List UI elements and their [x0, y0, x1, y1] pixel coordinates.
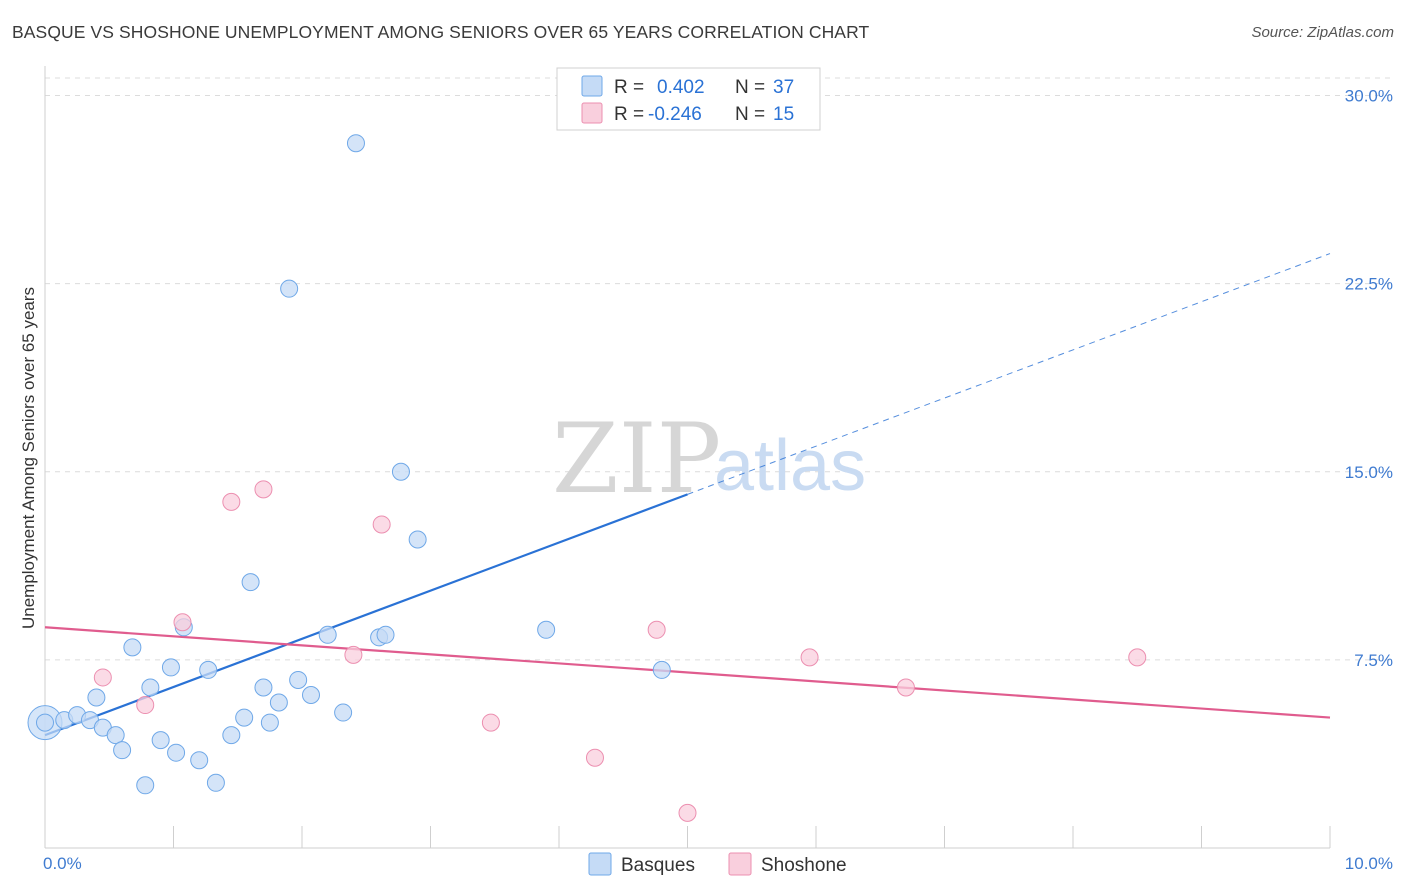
point-basques-15 [190, 751, 209, 770]
point-shoshone-5 [344, 645, 363, 664]
point-shoshone-3 [222, 492, 241, 511]
x-tick-label-1: 10.0% [1345, 854, 1393, 873]
stats-n-label-basques: N = [735, 77, 765, 98]
y-tick-label-0: 7.5% [1354, 651, 1393, 670]
point-basques-8 [123, 638, 142, 657]
stats-n-label-shoshone: N = [735, 104, 765, 125]
point-basques-27 [318, 625, 337, 644]
point-basques-11 [151, 731, 170, 750]
point-basques-34 [537, 620, 556, 639]
y-axis-label: Unemployment Among Seniors over 65 years [19, 287, 38, 629]
point-basques-7 [113, 741, 132, 760]
point-shoshone-9 [647, 620, 666, 639]
point-basques-21 [254, 678, 273, 697]
point-shoshone-12 [896, 678, 915, 697]
point-basques-6 [106, 726, 125, 745]
stats-swatch-basques [581, 75, 603, 97]
point-shoshone-4 [254, 480, 273, 499]
point-basques-10 [141, 678, 160, 697]
point-basques-19 [235, 708, 254, 727]
bottom-legend: Basques Shoshone [588, 852, 847, 876]
point-basques-23 [269, 693, 288, 712]
point-basques-13 [167, 743, 186, 762]
point-shoshone-7 [481, 713, 500, 732]
watermark: ZIP atlas [552, 403, 866, 515]
legend-label-basques: Basques [621, 855, 695, 876]
point-basques-29 [346, 134, 365, 153]
stats-n-value-basques: 37 [773, 77, 794, 98]
grid-lines [45, 77, 1395, 661]
point-basques-18 [222, 726, 241, 745]
point-basques-26 [301, 686, 320, 705]
stats-r-label-shoshone: R = [614, 104, 644, 125]
point-shoshone-6 [372, 515, 391, 534]
point-basques-25 [289, 670, 308, 689]
stats-r-value-basques: 0.402 [657, 77, 705, 98]
trend-line-basques-extension [687, 253, 1331, 495]
stats-r-value-shoshone: -0.246 [648, 104, 702, 125]
point-basques-4 [87, 688, 106, 707]
y-tick-label-3: 30.0% [1345, 87, 1393, 106]
point-shoshone-10 [678, 803, 697, 822]
chart-title: BASQUE VS SHOSHONE UNEMPLOYMENT AMONG SE… [12, 22, 870, 42]
point-basques-24 [280, 279, 299, 298]
point-basques-16 [199, 660, 218, 679]
legend-swatch-shoshone [728, 852, 752, 876]
y-tick-label-2: 22.5% [1345, 275, 1393, 294]
point-basques-28 [334, 703, 353, 722]
point-basques-12 [161, 658, 180, 677]
point-basques-31 [376, 625, 395, 644]
point-basques-32 [391, 462, 410, 481]
stats-r-label-basques: R = [614, 77, 644, 98]
stats-legend: R = 0.402 N = 37 R = -0.246 N = 15 [556, 67, 821, 131]
point-shoshone-13 [1128, 648, 1147, 667]
y-tick-label-1: 15.0% [1345, 463, 1393, 482]
stats-swatch-shoshone [581, 102, 603, 124]
point-shoshone-0 [93, 668, 112, 687]
data-points [27, 134, 1147, 822]
stats-n-value-shoshone: 15 [773, 104, 794, 125]
legend-label-shoshone: Shoshone [761, 855, 847, 876]
point-basques-17 [206, 773, 225, 792]
point-basques-20 [241, 573, 260, 592]
x-tick-label-0: 0.0% [43, 854, 82, 873]
watermark-zip: ZIP [552, 403, 721, 515]
point-basques-22 [260, 713, 279, 732]
point-basques-33 [408, 530, 427, 549]
legend-swatch-basques [588, 852, 612, 876]
point-shoshone-1 [136, 696, 155, 715]
point-shoshone-11 [800, 648, 819, 667]
trend-line-shoshone [44, 626, 1331, 719]
watermark-atlas: atlas [714, 426, 866, 506]
point-basques-9 [136, 776, 155, 795]
point-shoshone-8 [585, 748, 604, 767]
point-shoshone-2 [173, 613, 192, 632]
point-basques-0 [36, 713, 54, 732]
point-basques-35 [652, 660, 671, 679]
source-label: Source: ZipAtlas.com [1251, 24, 1394, 41]
tick-labels: 7.5% 15.0% 22.5% 30.0% 0.0% 10.0% [43, 87, 1393, 873]
